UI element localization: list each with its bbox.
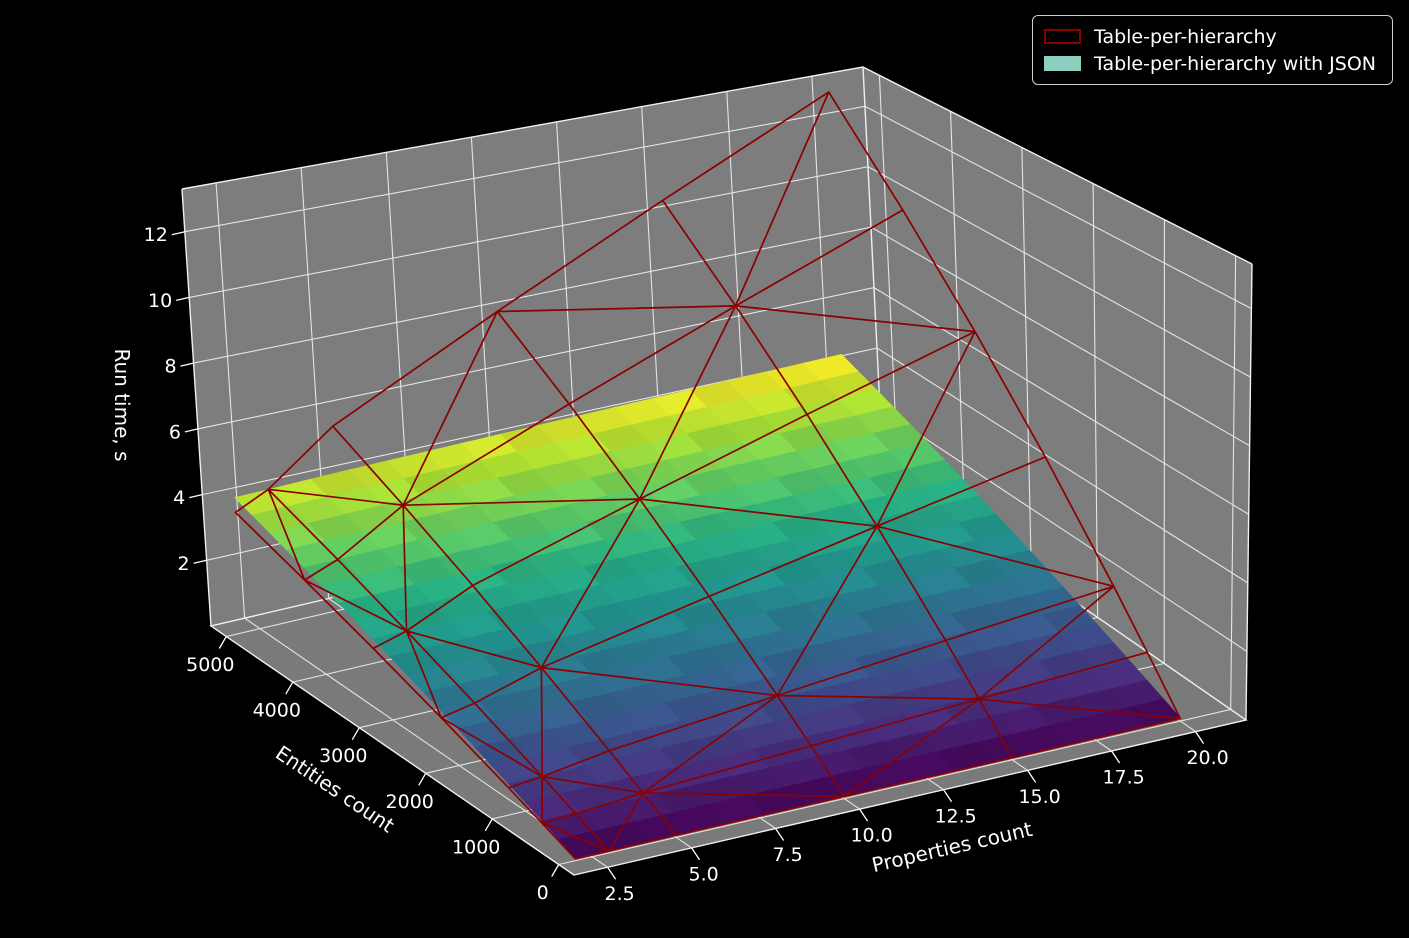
x-tick-label: 20.0 (1186, 747, 1228, 769)
json-surface (234, 353, 1181, 859)
x-tick-label: 5.0 (688, 863, 718, 885)
tick-mark (775, 828, 785, 841)
z-axis-label: Run time, s (110, 348, 134, 462)
z-tick-label: 10 (148, 290, 172, 312)
tick-mark (193, 559, 207, 564)
z-axis-spine (181, 188, 212, 627)
tick-mark (285, 681, 294, 695)
legend-item-wireframe: Table-per-hierarchy (1043, 23, 1376, 50)
surface-swatch-icon (1043, 56, 1081, 71)
x-tick-label: 17.5 (1102, 767, 1144, 789)
tick-mark (859, 808, 869, 822)
z-tick-label: 8 (164, 356, 176, 378)
y-tick-label: 3000 (319, 745, 367, 767)
y-tick-label: 0 (537, 882, 549, 904)
z-tick-label: 6 (169, 421, 181, 443)
tick-mark (1195, 731, 1205, 744)
legend-label-surface: Table-per-hierarchy with JSON (1093, 52, 1376, 75)
tick-mark (189, 493, 203, 499)
legend-item-surface: Table-per-hierarchy with JSON (1043, 50, 1376, 77)
right-wall-pane (863, 67, 1252, 720)
x-tick-label: 10.0 (850, 825, 892, 847)
tick-mark (171, 231, 185, 236)
x-tick-label: 2.5 (604, 883, 634, 905)
wireframe-swatch-icon (1043, 29, 1081, 44)
y-tick-label: 2000 (386, 791, 434, 813)
tick-mark (1111, 750, 1121, 764)
tick-mark (176, 296, 190, 302)
tick-mark (691, 847, 701, 861)
x-tick-label: 12.5 (934, 805, 976, 827)
right-edge (1245, 263, 1253, 721)
tick-mark (418, 772, 427, 786)
tick-mark (1027, 770, 1037, 783)
wireframe-surface (234, 91, 1182, 860)
y-tick-label: 5000 (186, 654, 234, 676)
tick-mark (607, 866, 617, 880)
tick-mark (218, 636, 227, 649)
x-tick-label: 7.5 (772, 844, 802, 866)
tick-mark (551, 864, 560, 877)
y-tick-label: 4000 (253, 700, 301, 722)
y-tick-label: 1000 (452, 836, 500, 858)
tick-mark (484, 818, 493, 832)
tick-mark (351, 727, 360, 741)
tick-marks-and-labels: 2.5 5.0 7.5 10.0 12.5 15.0 17.5 20.0 0 1000 2000 30… (144, 224, 1229, 905)
top-edges (181, 66, 1253, 265)
legend-label-wireframe: Table-per-hierarchy (1093, 25, 1277, 48)
x-tick-label: 15.0 (1018, 786, 1060, 808)
tick-mark (184, 428, 199, 433)
surface-cell (558, 830, 614, 859)
z-tick-label: 12 (144, 224, 168, 246)
z-tick-label: 2 (178, 553, 190, 575)
tick-mark (180, 362, 194, 367)
legend: Table-per-hierarchy Table-per-hierarchy … (1031, 15, 1393, 85)
tick-mark (943, 789, 953, 803)
z-tick-label: 4 (173, 487, 185, 509)
